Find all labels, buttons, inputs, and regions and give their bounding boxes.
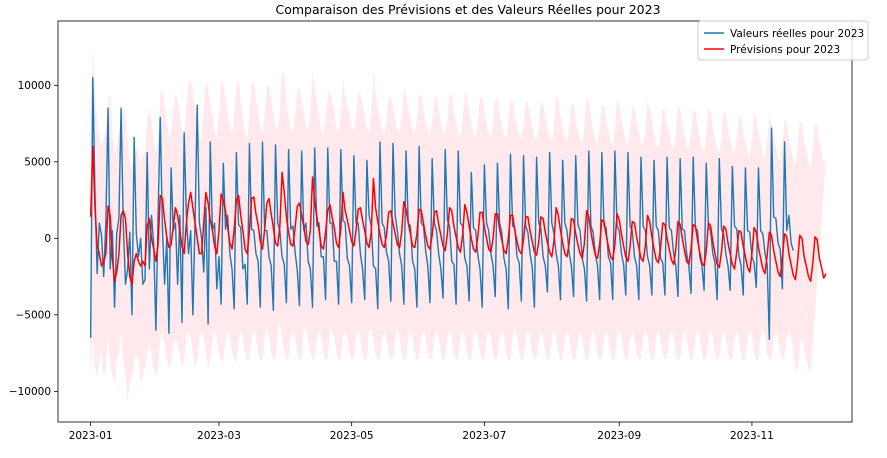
chart-title: Comparaison des Prévisions et des Valeur… (275, 2, 660, 17)
forecast-line (89, 145, 827, 285)
series-layer (89, 76, 827, 341)
axes-layer: −10000 −5000 0 5000 10000 2023-01 2023-03 2023-… (9, 20, 853, 442)
x-tick-label: 2023-11 (730, 430, 774, 442)
x-tick-label: 2023-01 (69, 430, 113, 442)
prediction-interval-band (90, 47, 826, 403)
x-tick-label: 2023-07 (462, 430, 506, 442)
y-tick-label: −10000 (9, 386, 51, 398)
legend-label-actual: Valeurs réelles pour 2023 (730, 28, 864, 40)
x-tick-label: 2023-05 (330, 430, 374, 442)
legend-label-forecast: Prévisions pour 2023 (730, 44, 840, 56)
x-tick-label: 2023-09 (597, 430, 641, 442)
legend-box (697, 20, 869, 61)
prediction-interval-layer (90, 47, 826, 403)
actual-values-line (89, 76, 794, 341)
y-tick-label: 5000 (24, 156, 51, 168)
y-tick-label: 0 (44, 233, 51, 245)
plot-frame (57, 20, 853, 423)
y-tick-label: −5000 (15, 309, 51, 321)
legend: Valeurs réelles pour 2023 Prévisions pou… (697, 20, 869, 61)
y-tick-label: 10000 (18, 80, 51, 92)
x-tick-label: 2023-03 (197, 430, 241, 442)
